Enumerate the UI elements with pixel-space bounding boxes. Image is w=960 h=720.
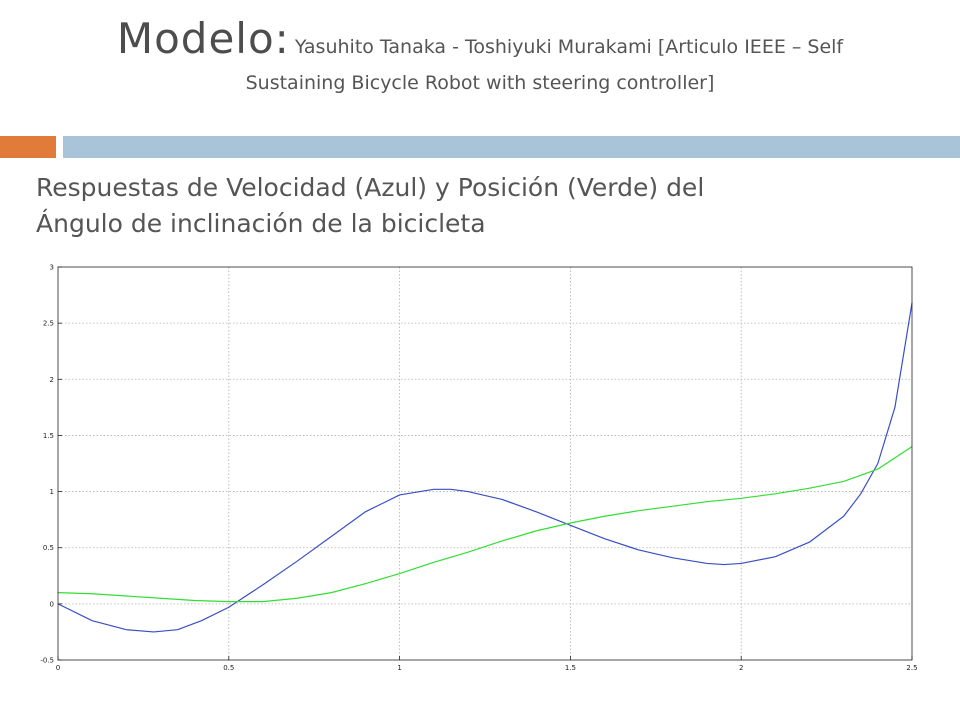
y-tick-label: 2 bbox=[50, 376, 54, 384]
x-tick-label: 2 bbox=[739, 664, 743, 672]
title-sub-line1: Yasuhito Tanaka - Toshiyuki Murakami [Ar… bbox=[294, 36, 844, 58]
x-tick-label: 0 bbox=[56, 664, 60, 672]
subtitle-line1: Respuestas de Velocidad (Azul) y Posició… bbox=[36, 173, 705, 202]
plot-background bbox=[58, 267, 912, 660]
chart-plot-area: 0 0.5 1 1.5 2 2.5-0.500.511.522.53 bbox=[40, 264, 917, 673]
x-tick-label: 1.5 bbox=[565, 664, 576, 672]
accent-bar-orange bbox=[0, 136, 56, 158]
y-tick-label: 0 bbox=[50, 600, 54, 608]
series-line-1 bbox=[57, 446, 913, 603]
y-tick-label: -0.5 bbox=[40, 657, 54, 665]
plot-frame bbox=[57, 266, 913, 661]
y-tick-label: 2.5 bbox=[43, 320, 54, 328]
series-line-0 bbox=[57, 302, 913, 633]
y-tick-label: 3 bbox=[50, 264, 54, 272]
y-tick-label: 1 bbox=[50, 488, 54, 496]
y-tick-label: 1.5 bbox=[43, 432, 54, 440]
slide-title: Modelo: Yasuhito Tanaka - Toshiyuki Mura… bbox=[40, 18, 920, 93]
subtitle-line2: Ángulo de inclinación de la bicicleta bbox=[36, 209, 486, 239]
x-tick-label: 1 bbox=[397, 664, 401, 672]
title-main: Modelo: bbox=[116, 14, 290, 63]
x-tick-label: 2.5 bbox=[906, 664, 917, 672]
title-sub-line2: Sustaining Bicycle Robot with steering c… bbox=[245, 72, 715, 94]
y-tick-label: 0.5 bbox=[43, 544, 54, 552]
line-chart: 0 0.5 1 1.5 2 2.5-0.500.511.522.53 bbox=[40, 264, 917, 673]
x-tick-label: 0.5 bbox=[223, 664, 234, 672]
accent-bar-blue bbox=[63, 136, 960, 158]
slide-subtitle: Respuestas de Velocidad (Azul) y Posició… bbox=[36, 170, 936, 243]
